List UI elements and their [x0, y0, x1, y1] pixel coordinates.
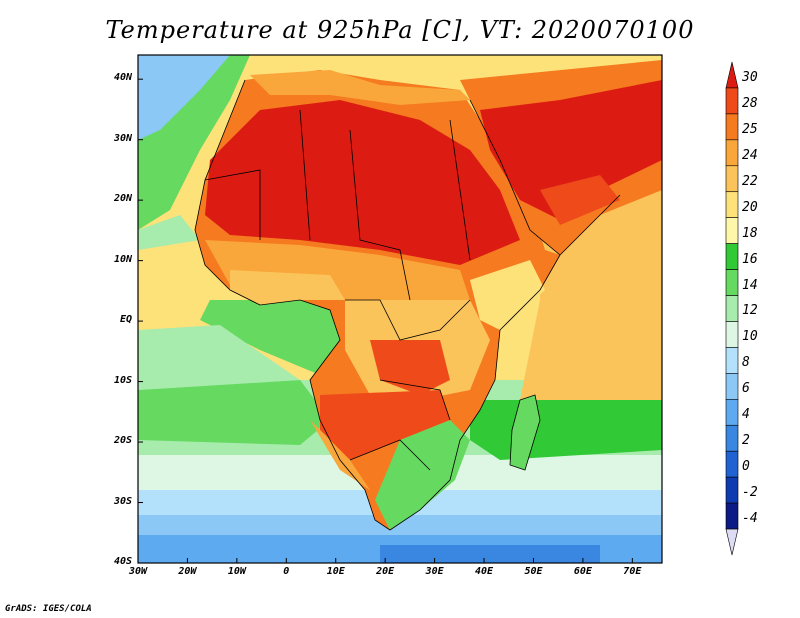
atlantic-green-band: [138, 380, 330, 445]
colorbar-swatch: [725, 139, 739, 167]
west-africa-coast: [230, 270, 345, 305]
madagascar: [510, 395, 540, 470]
lat-label: 20N: [113, 193, 132, 205]
lat-label: EQ: [119, 314, 132, 326]
lon-label: 60E: [573, 566, 592, 577]
persian-gulf-hot: [540, 175, 620, 225]
lat-label: 40N: [113, 72, 132, 84]
north-atlantic-cooler: [138, 55, 230, 140]
colorbar-label: 22: [742, 173, 758, 189]
lat-label: 10N: [113, 253, 132, 265]
colorbar-label: 10: [742, 329, 758, 345]
colorbar-swatch: [725, 269, 739, 296]
colorbar-label: 20: [742, 199, 758, 215]
east-africa-cool: [470, 260, 545, 330]
colorbar-swatch: [725, 399, 739, 426]
colorbar-label: -2: [742, 485, 758, 501]
colorbar-label: 0: [742, 459, 750, 475]
lon-label: 40E: [475, 566, 494, 577]
arabia-coastline: [469, 99, 621, 256]
mediterranean-sea: [250, 70, 470, 105]
colorbar-swatch: [725, 321, 739, 348]
colorbar-swatch: [725, 502, 739, 530]
central-borders: [345, 299, 471, 471]
lon-label: 10W: [227, 566, 246, 577]
axis-ticks: [137, 78, 633, 564]
lat-label: 30S: [113, 495, 132, 507]
congo-hot: [370, 340, 450, 395]
colorbar-swatch: [725, 165, 739, 193]
lat-label: 20S: [113, 435, 132, 447]
lon-label: 20W: [178, 566, 197, 577]
sahel-borders: [204, 109, 471, 301]
gulf-guinea-cool: [200, 300, 350, 375]
indian-ocean-green-band: [470, 400, 662, 460]
map-field: [138, 55, 662, 563]
colorbar: [725, 61, 739, 556]
lon-label: 30W: [128, 566, 148, 577]
lon-label: 50E: [524, 566, 543, 577]
colorbar-swatch: [725, 295, 739, 322]
colorbar-swatch: [725, 113, 739, 141]
lon-label: 70E: [623, 566, 642, 577]
lat-label: 10S: [113, 374, 132, 386]
sahara-hot-core: [205, 100, 520, 265]
colorbar-swatch: [725, 87, 739, 115]
southern-africa-hot: [320, 390, 450, 460]
colorbar-label: 24: [742, 147, 758, 163]
colorbar-label: 18: [742, 225, 758, 241]
colorbar-swatch: [725, 424, 739, 452]
colorbar-swatch: [725, 217, 739, 244]
lat-label: 40S: [113, 556, 132, 567]
southeast-africa-cool: [375, 420, 470, 530]
arabia-hot-core: [480, 80, 662, 220]
colorbar-swatch: [725, 528, 739, 556]
colorbar-label: 16: [742, 251, 758, 267]
colorbar-swatch: [725, 450, 739, 478]
colorbar-label: 30: [742, 69, 758, 85]
chart-title: Temperature at 925hPa [C], VT: 202007010…: [105, 16, 695, 44]
atlantic-south-green: [138, 325, 300, 390]
colorbar-swatch: [725, 191, 739, 218]
colorbar-swatch: [725, 373, 739, 400]
colorbar-swatch: [725, 243, 739, 270]
madagascar-coastline: [509, 394, 541, 471]
africa-coastline: [194, 79, 561, 531]
colorbar-label: 4: [742, 407, 750, 423]
lon-label: 30E: [425, 566, 444, 577]
colorbar-label: 8: [742, 355, 750, 371]
colorbar-label: 25: [742, 121, 758, 137]
colorbar-swatch: [725, 61, 739, 89]
lon-label: 10E: [326, 566, 345, 577]
grads-credit: GrADS: IGES/COLA: [5, 604, 92, 614]
lon-label: 20E: [376, 566, 395, 577]
colorbar-label: 12: [742, 303, 758, 319]
colorbar-swatch: [725, 347, 739, 374]
coastlines: [194, 79, 621, 531]
colorbar-label: -4: [742, 511, 758, 527]
colorbar-label: 14: [742, 277, 758, 293]
map-frame: [137, 54, 663, 564]
atlantic-light: [138, 215, 200, 250]
colorbar-label: 2: [742, 433, 750, 449]
southern-africa-warm: [310, 420, 370, 490]
lon-label: 0: [283, 566, 290, 577]
lat-label: 30N: [113, 132, 132, 144]
colorbar-label: 28: [742, 95, 758, 111]
colorbar-swatch: [725, 476, 739, 504]
colorbar-label: 6: [742, 381, 750, 397]
